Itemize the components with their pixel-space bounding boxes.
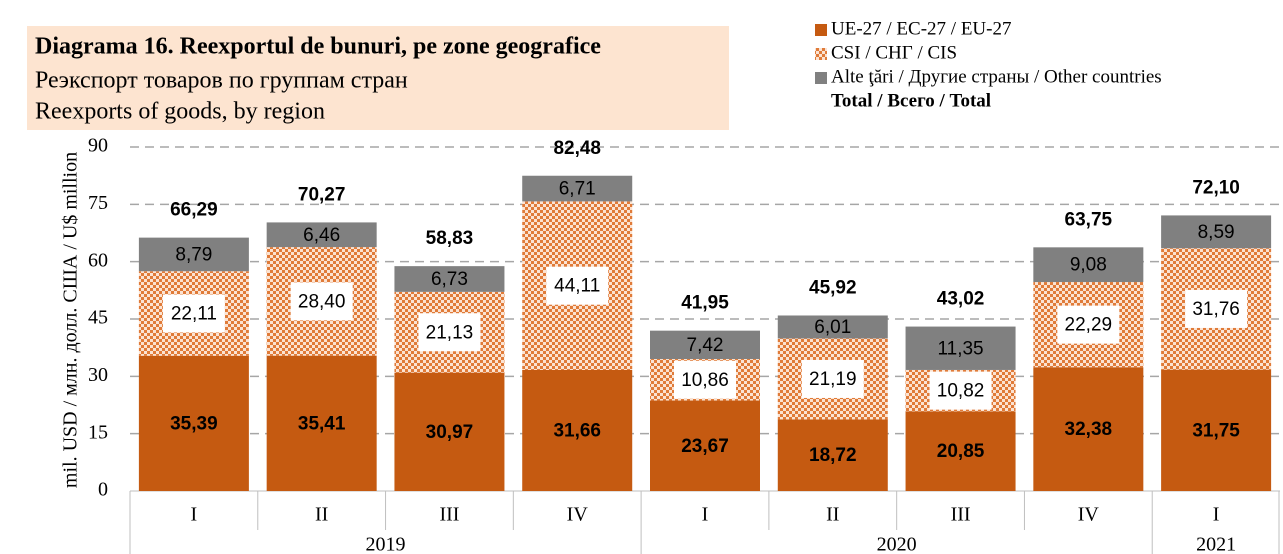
value-label: 31,66 [553, 421, 601, 442]
total-label: 58,83 [426, 228, 474, 249]
bar-segment [266, 222, 377, 248]
value-label: 23,67 [681, 436, 729, 457]
label-box [546, 266, 609, 305]
bar-segment [777, 315, 888, 339]
y-tick-label: 60 [88, 249, 108, 271]
bar-segment [266, 355, 377, 491]
legend-swatch [815, 72, 827, 84]
value-label: 6,46 [303, 225, 340, 246]
value-label: 18,72 [809, 445, 857, 466]
x-tick-label: I [702, 504, 709, 526]
bar-segment [650, 330, 760, 360]
bar-segment [777, 419, 888, 491]
total-label: 66,29 [170, 200, 218, 221]
total-label: 72,10 [1192, 177, 1240, 198]
value-label: 28,40 [298, 291, 346, 312]
chart-subtitle: Reexports of goods, by region [35, 99, 325, 125]
value-label: 31,76 [1192, 299, 1240, 320]
value-label: 6,01 [814, 317, 851, 338]
value-label: 21,19 [809, 369, 857, 390]
label-box [290, 282, 353, 321]
value-label: 20,85 [937, 441, 985, 462]
total-label: 45,92 [809, 277, 857, 298]
value-label: 22,29 [1065, 315, 1113, 336]
bar-segment [1033, 247, 1144, 283]
chart-subtitle: Реэкспорт товаров по группам стран [35, 68, 408, 94]
legend-swatch [815, 48, 827, 60]
label-box [801, 359, 864, 398]
value-label: 8,79 [175, 244, 212, 265]
value-label: 8,59 [1198, 222, 1235, 243]
y-tick-label: 15 [88, 421, 108, 443]
x-tick-label: III [951, 504, 971, 526]
label-box [929, 371, 992, 410]
x-tick-label: I [1213, 504, 1220, 526]
label-box [1185, 289, 1248, 328]
total-label: 41,95 [681, 293, 729, 314]
year-label: 2021 [1196, 534, 1236, 554]
value-label: 9,08 [1070, 255, 1107, 276]
x-tick-label: I [191, 504, 198, 526]
year-label: 2019 [366, 534, 406, 554]
bar-segment [650, 400, 760, 491]
y-axis-label: mil. USD / млн. долл. США / U$ million [60, 152, 82, 488]
bar-segment [394, 266, 505, 292]
x-tick-label: IV [1078, 504, 1100, 526]
bar-segment [138, 237, 249, 272]
value-label: 30,97 [426, 422, 474, 443]
bar-segment [522, 175, 633, 202]
label-box [162, 294, 225, 333]
x-tick-label: III [439, 504, 459, 526]
x-tick-label: II [315, 504, 328, 526]
value-label: 31,75 [1192, 420, 1240, 441]
bar-segment [905, 411, 1016, 491]
bar-segment [1161, 215, 1272, 249]
year-label: 2020 [877, 534, 917, 554]
label-box [418, 313, 481, 352]
label-box [674, 360, 736, 399]
value-label: 6,71 [559, 179, 596, 200]
bar-segment [905, 326, 1016, 370]
value-label: 10,86 [681, 370, 729, 391]
legend-swatch [815, 24, 827, 36]
bar-segment [1033, 367, 1144, 491]
legend-label: Alte ţări / Другие страны / Other countr… [831, 66, 1162, 87]
bar-segment [1161, 369, 1272, 491]
value-label: 32,38 [1065, 419, 1113, 440]
x-tick-label: II [826, 504, 839, 526]
value-label: 10,82 [937, 381, 985, 402]
y-tick-label: 30 [88, 364, 108, 386]
legend-label: CSI / СНГ / CIS [831, 42, 957, 63]
value-label: 6,73 [431, 269, 468, 290]
chart-title: Diagrama 16. Reexportul de bunuri, pe zo… [35, 34, 601, 60]
value-label: 11,35 [937, 338, 983, 359]
legend-label: Total / Всего / Total [831, 90, 991, 111]
value-label: 44,11 [554, 276, 600, 297]
bar-segment [394, 372, 505, 491]
total-label: 70,27 [298, 184, 346, 205]
total-label: 43,02 [937, 289, 985, 310]
label-box [1057, 305, 1120, 344]
legend-label: UE-27 / ЕС-27 / EU-27 [831, 18, 1011, 39]
bar-segment [522, 369, 633, 491]
y-tick-label: 45 [88, 307, 108, 329]
bar-segment [138, 355, 249, 491]
title-box [27, 26, 729, 130]
value-label: 35,41 [298, 413, 346, 434]
value-label: 22,11 [171, 303, 217, 324]
y-tick-label: 90 [88, 135, 108, 157]
y-tick-label: 0 [98, 479, 108, 501]
total-label: 82,48 [553, 138, 601, 159]
value-label: 35,39 [170, 413, 218, 434]
x-tick-label: IV [567, 504, 589, 526]
value-label: 21,13 [426, 322, 474, 343]
y-tick-label: 75 [88, 192, 108, 214]
value-label: 7,42 [687, 335, 724, 356]
total-label: 63,75 [1065, 209, 1113, 230]
